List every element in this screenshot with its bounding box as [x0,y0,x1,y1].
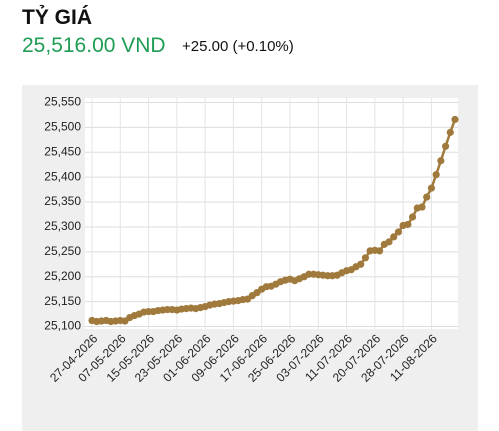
point [427,184,436,192]
y-tick-label: 25,250 [44,244,81,258]
y-tick-label: 25,200 [44,269,81,283]
price: 25,516.00 VND [22,34,166,57]
point [437,157,445,165]
point [385,238,393,246]
point [418,203,426,211]
y-tick-label: 25,500 [44,120,81,134]
point [423,193,431,201]
point [441,142,450,150]
y-tick-label: 25,300 [44,219,81,233]
y-tick-label: 25,450 [44,144,81,158]
point [408,213,417,221]
point [390,233,398,241]
y-tick-label: 25,100 [44,319,81,333]
point [394,228,403,236]
title: TỶ GIÁ [22,6,93,29]
point [432,171,440,179]
plot-area [85,98,458,329]
point [361,254,370,262]
point [404,220,412,229]
y-tick-label: 25,350 [44,194,81,208]
y-tick-label: 25,550 [44,95,81,109]
point [375,247,384,255]
y-tick-label: 25,150 [44,294,81,308]
point [446,128,454,136]
change: +25.00 (+0.10%) [182,38,294,55]
y-tick-label: 25,400 [44,169,81,183]
point [357,260,365,268]
point [451,115,459,124]
